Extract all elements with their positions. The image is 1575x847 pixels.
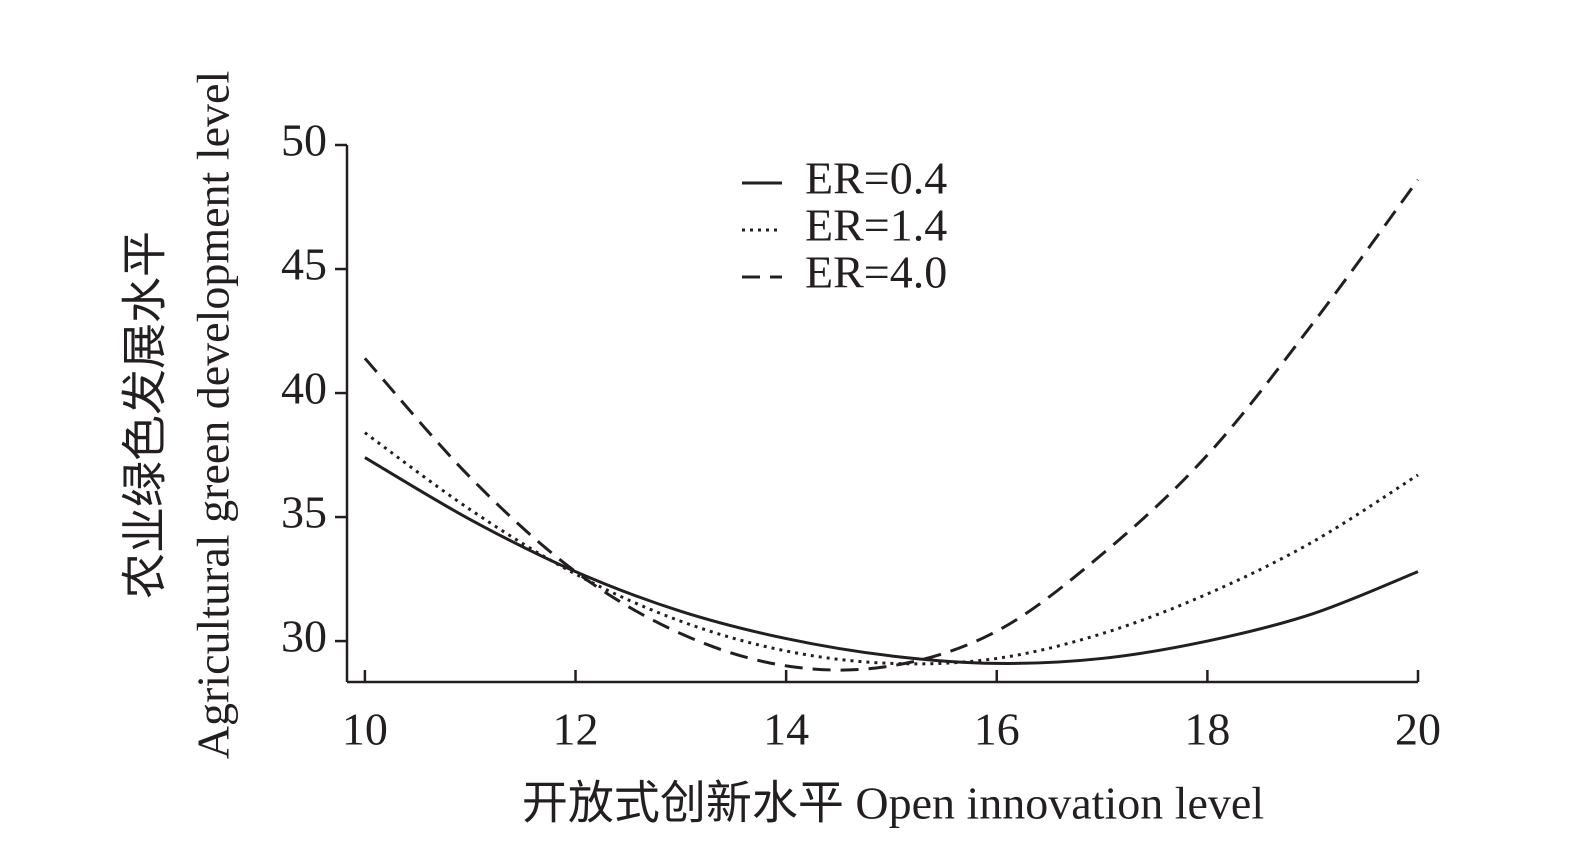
x-tick-label: 20 (1395, 704, 1441, 755)
x-tick-label: 12 (553, 704, 599, 755)
legend-label: ER=0.4 (805, 153, 947, 204)
x-tick-label: 16 (974, 704, 1020, 755)
y-tick-label: 40 (281, 363, 327, 414)
x-axis-title: 开放式创新水平 Open innovation level (522, 778, 1264, 829)
y-axis-title: Agricultural green development level (188, 71, 239, 759)
series-line (363, 178, 1420, 672)
y-axis-title: 农业绿色发展水平 (120, 231, 171, 599)
x-tick-label: 10 (342, 704, 388, 755)
series-line (364, 456, 1419, 665)
x-tick-label: 18 (1184, 704, 1230, 755)
series-line (364, 431, 1419, 666)
y-tick-label: 50 (281, 115, 327, 166)
legend-label: ER=4.0 (805, 247, 947, 298)
y-tick-label: 35 (281, 487, 327, 538)
y-tick-label: 30 (281, 611, 327, 662)
x-tick-label: 14 (763, 704, 809, 755)
y-tick-label: 45 (281, 239, 327, 290)
legend-label: ER=1.4 (805, 200, 947, 251)
